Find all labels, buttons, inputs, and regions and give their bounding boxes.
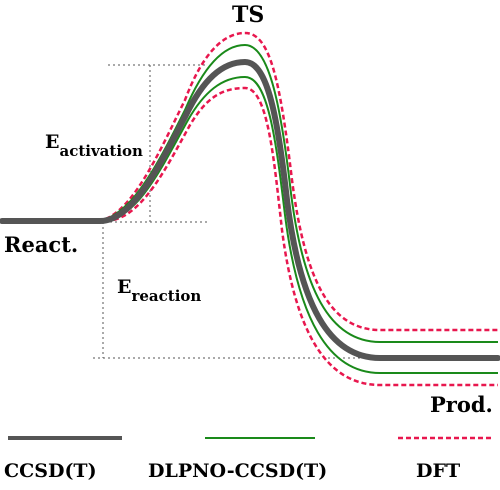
legend-dft-label: DFT: [416, 460, 460, 482]
legend-ccsdt-label: CCSD(T): [4, 460, 97, 482]
reactant-label: React.: [4, 232, 78, 257]
legend: CCSD(T) DLPNO-CCSD(T) DFT: [4, 436, 492, 482]
reaction-energy-label: Ereaction: [117, 276, 201, 305]
reaction-energy-sub: reaction: [131, 287, 201, 305]
guide-lines: [93, 64, 360, 359]
dft-lower-curve: [2, 86, 498, 387]
dlpno-lower-curve: [2, 75, 498, 374]
activation-energy-main: E: [45, 131, 59, 153]
ccsdt-curve: [0, 58, 500, 361]
dft-upper-curve: [2, 31, 498, 332]
legend-dlpno-label: DLPNO-CCSD(T): [148, 460, 327, 482]
ts-label: TS: [232, 2, 264, 28]
activation-energy-label: Eactivation: [45, 131, 143, 160]
dlpno-upper-curve: [2, 43, 498, 343]
reaction-energy-main: E: [117, 276, 131, 298]
activation-energy-sub: activation: [59, 142, 143, 160]
product-label: Prod.: [430, 392, 493, 417]
